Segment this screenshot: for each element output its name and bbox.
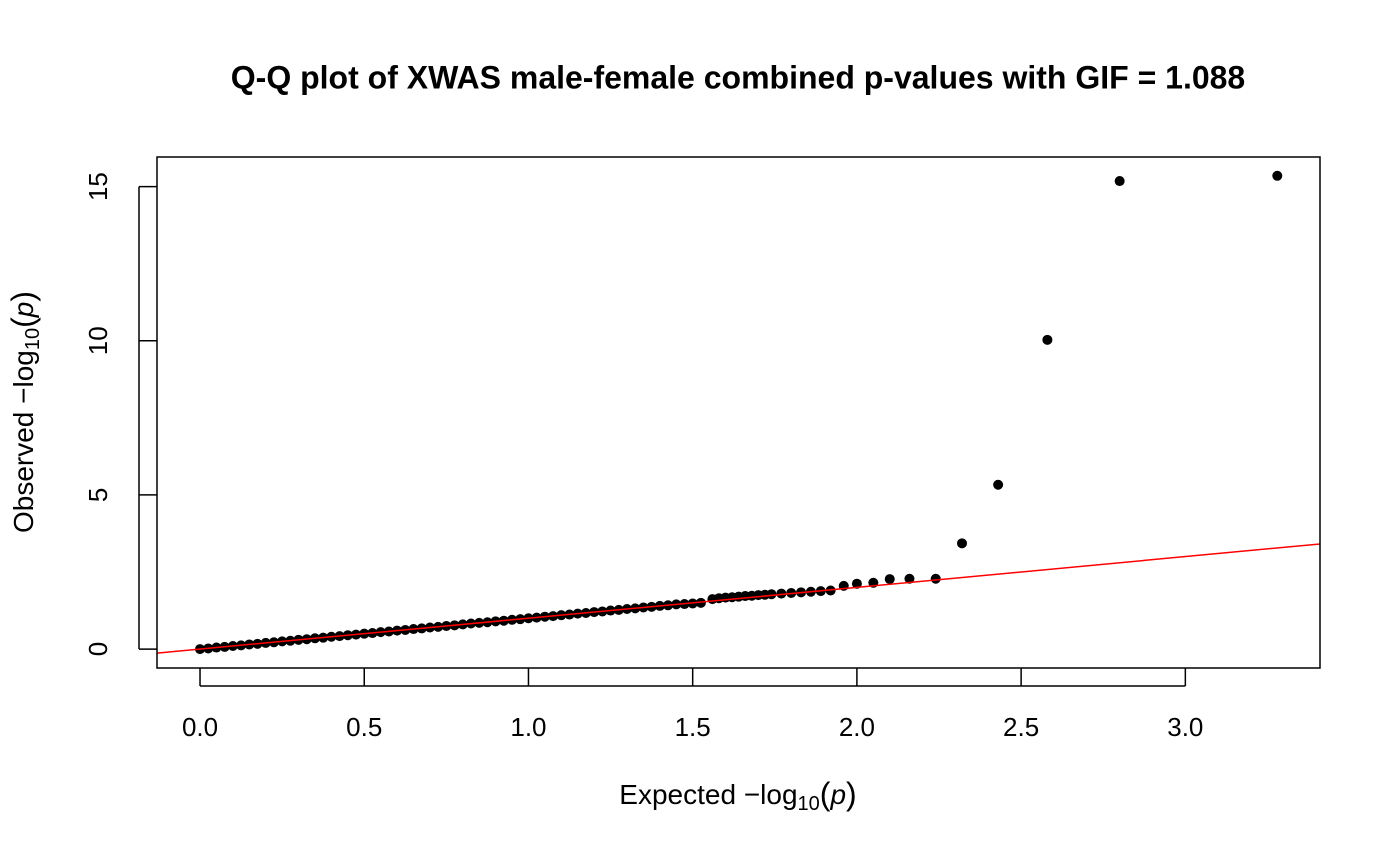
x-tick-label: 2.5 [1003, 712, 1039, 742]
plot-frame [156, 156, 1321, 669]
x-tick-label: 2.0 [839, 712, 875, 742]
y-axis-label: Observed −log10(p) [5, 291, 44, 533]
point [993, 479, 1004, 490]
y-label-close: ) [5, 291, 41, 302]
y-tick-label: 15 [83, 172, 113, 201]
y-label-main: Observed −log [8, 350, 39, 533]
x-label-open: ( [820, 776, 831, 812]
point [851, 578, 862, 589]
x-tick-label: 0.0 [182, 712, 218, 742]
point [884, 574, 895, 585]
points [195, 170, 1283, 655]
reference-line [157, 543, 1320, 654]
point [930, 573, 941, 584]
point [1114, 176, 1125, 187]
point [695, 597, 706, 608]
x-tick-label: 1.5 [675, 712, 711, 742]
x-tick-label: 3.0 [1167, 712, 1203, 742]
x-label-main: Expected −log [619, 779, 797, 810]
x-label-sub: 10 [798, 793, 820, 815]
point [904, 573, 915, 584]
y-tick-label: 10 [83, 326, 113, 355]
y-tick-label: 0 [83, 642, 113, 656]
y-label-open: ( [5, 317, 41, 328]
x-label-var: p [829, 779, 846, 810]
y-tick-label: 5 [83, 488, 113, 502]
point [766, 589, 777, 600]
x-tick-label: 1.0 [510, 712, 546, 742]
x-axis-label: Expected −log10(p) [619, 776, 856, 815]
point [1272, 170, 1283, 181]
chart-title: Q-Q plot of XWAS male-female combined p-… [231, 59, 1245, 95]
point [957, 538, 968, 549]
y-label-sub: 10 [22, 328, 44, 350]
point [776, 588, 787, 599]
x-tick-label: 0.5 [346, 712, 382, 742]
y-label-var: p [8, 302, 39, 319]
x-label-close: ) [846, 776, 857, 812]
point [1042, 334, 1053, 345]
